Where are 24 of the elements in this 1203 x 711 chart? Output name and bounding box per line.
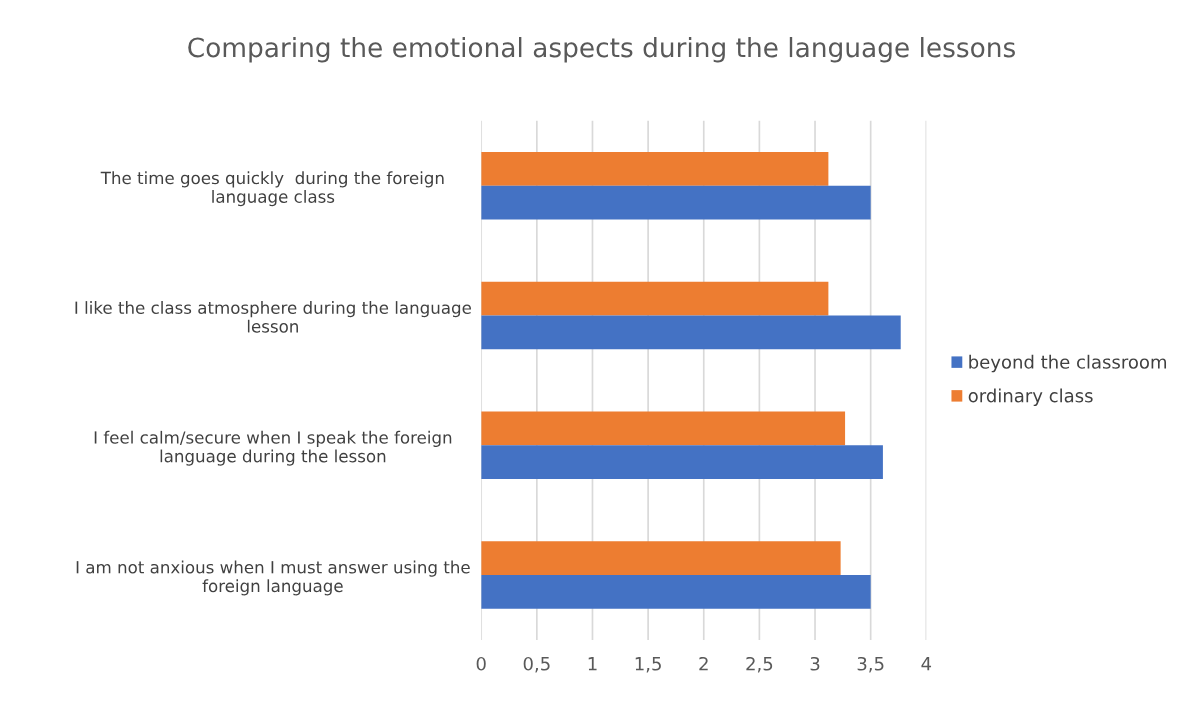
- bar: [481, 152, 829, 186]
- x-tick-label: 3,5: [857, 656, 884, 673]
- x-tick-label: 1: [588, 657, 597, 671]
- x-tick-label: 4: [921, 657, 932, 671]
- bar: [481, 541, 841, 576]
- bar: [481, 315, 901, 350]
- legend-label: ordinary class: [968, 388, 1093, 406]
- x-tick-label: 1,5: [635, 657, 661, 673]
- y-tick-label: The time goes quickly during the foreign language class: [100, 171, 444, 207]
- x-tick-label: 0: [476, 656, 486, 671]
- y-tick-label: I like the class atmosphere during the language lesson: [75, 301, 471, 333]
- bar: [481, 411, 846, 446]
- bar: [481, 185, 871, 220]
- legend-label: beyond the classroom: [969, 354, 1167, 373]
- bar: [481, 445, 883, 479]
- x-tick-label: 0,5: [523, 656, 550, 673]
- y-tick-label: I am not anxious when I must answer using the foreign language: [76, 560, 470, 596]
- x-tick-label: 2,5: [746, 656, 773, 673]
- bar: [481, 281, 829, 316]
- y-tick-label: I feel calm/secure when I speak the foreign language during the lesson: [94, 430, 452, 466]
- chart-title: Comparing the emotional aspects during the language lessons: [188, 37, 1015, 63]
- bar: [481, 575, 871, 609]
- x-tick-label: 2: [699, 656, 708, 671]
- x-tick-label: 3: [810, 656, 820, 671]
